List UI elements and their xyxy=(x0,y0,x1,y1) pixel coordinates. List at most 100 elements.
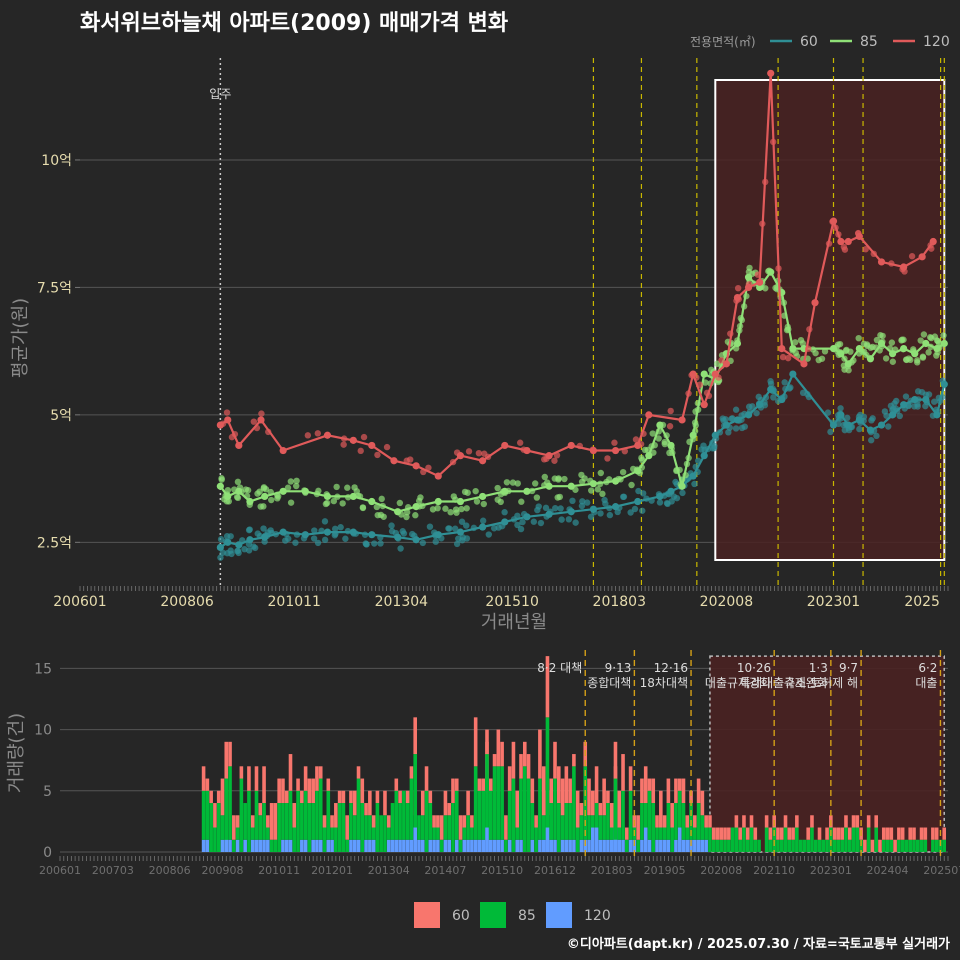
volume-bar-120 xyxy=(428,839,433,852)
volume-bar-60 xyxy=(424,766,429,791)
volume-bar-85 xyxy=(764,827,769,852)
series-85-mean-point xyxy=(689,431,697,439)
series-85-point xyxy=(509,479,517,486)
series-60-point xyxy=(292,539,299,546)
bar-legend-key-85 xyxy=(480,902,506,928)
series-85-point xyxy=(556,493,564,501)
volume-bar-85 xyxy=(919,839,924,852)
volume-bar-60 xyxy=(677,778,682,791)
volume-bar-85 xyxy=(273,839,278,852)
volume-bar-85 xyxy=(651,803,656,852)
volume-bar-60 xyxy=(273,803,278,840)
volume-bar-85 xyxy=(628,790,633,840)
series-85-mean-point xyxy=(656,421,664,429)
volume-bar-120 xyxy=(628,839,633,852)
volume-bar-85 xyxy=(398,803,402,840)
volume-bar-85 xyxy=(556,803,561,852)
series-60-point xyxy=(311,527,318,534)
series-60-point xyxy=(479,517,487,524)
volume-bar-85 xyxy=(912,839,916,852)
series-120-mean-point xyxy=(349,436,357,444)
series-85-mean-point xyxy=(323,492,332,501)
series-85-point xyxy=(812,349,819,357)
series-120-mean-point xyxy=(224,416,232,424)
volume-bar-60 xyxy=(220,778,225,816)
series-60-mean-point xyxy=(667,487,675,495)
series-85-point xyxy=(447,509,454,516)
volume-bar-60 xyxy=(564,766,569,804)
series-120-point xyxy=(516,439,524,446)
bar-x-tick-label: 200601 xyxy=(39,864,81,877)
volume-bar-60 xyxy=(239,766,244,779)
series-60-point xyxy=(569,497,576,505)
series-60-point xyxy=(260,525,267,532)
series-60-mean-point xyxy=(744,411,753,419)
volume-bar-60 xyxy=(496,729,501,767)
series-85-point xyxy=(597,469,605,477)
volume-bar-60 xyxy=(247,766,251,791)
volume-bar-120 xyxy=(568,839,572,852)
series-120-mean-point xyxy=(479,457,487,465)
series-60-point xyxy=(310,535,318,542)
series-120-point xyxy=(475,449,483,457)
volume-bar-60 xyxy=(609,803,614,828)
series-60-mean-point xyxy=(216,543,224,552)
volume-bar-85 xyxy=(791,839,795,852)
series-120-mean-point xyxy=(722,360,730,368)
volume-bar-85 xyxy=(515,827,520,840)
series-60-point xyxy=(250,543,257,550)
highlight-region xyxy=(714,79,946,561)
series-60-mean-point xyxy=(911,395,919,404)
series-85-point xyxy=(561,475,568,483)
x-tick-label: 2025 xyxy=(904,594,940,610)
series-85-mean-point xyxy=(744,273,753,281)
series-120-mean-point xyxy=(900,263,908,271)
series-120-point xyxy=(357,447,364,455)
volume-bar-85 xyxy=(322,827,327,852)
bar-y-tick-label: 10 xyxy=(34,723,52,739)
volume-bar-60 xyxy=(659,790,663,828)
x-tick-label: 202008 xyxy=(700,594,753,610)
volume-bar-60 xyxy=(598,803,603,816)
series-60-mean-point xyxy=(279,528,287,536)
volume-bar-85 xyxy=(417,815,421,840)
volume-peak-bar-85 xyxy=(613,778,618,840)
volume-bar-60 xyxy=(908,827,913,840)
series-85-point xyxy=(429,506,437,513)
series-120-mean-point xyxy=(279,446,287,455)
series-85-mean-point xyxy=(368,497,376,506)
volume-bar-60 xyxy=(662,815,667,828)
volume-bar-60 xyxy=(492,754,497,767)
volume-bar-60 xyxy=(386,815,391,828)
series-85-point xyxy=(287,478,295,485)
series-85-point xyxy=(940,332,947,339)
volume-bar-60 xyxy=(541,766,546,816)
series-60-mean-point xyxy=(922,395,930,404)
volume-bar-120 xyxy=(201,839,206,852)
series-120-mean-point xyxy=(523,446,531,455)
series-120-point xyxy=(604,455,611,462)
volume-bar-60 xyxy=(515,790,520,828)
volume-bar-85 xyxy=(832,839,837,852)
series-120-point xyxy=(383,443,391,451)
series-60-mean-point xyxy=(711,431,719,439)
volume-bar-120 xyxy=(519,839,523,852)
volume-bar-85 xyxy=(307,803,312,852)
volume-bar-60 xyxy=(519,754,523,779)
volume-bar-85 xyxy=(681,803,686,840)
volume-bar-60 xyxy=(572,754,576,767)
volume-bar-60 xyxy=(375,790,380,804)
series-85-point xyxy=(792,339,799,346)
volume-bar-60 xyxy=(334,803,338,828)
y-axis-title: 평균가(원) xyxy=(10,298,31,378)
series-60-point xyxy=(640,490,647,497)
volume-bar-85 xyxy=(243,803,247,840)
volume-bar-120 xyxy=(681,839,686,852)
series-85-point xyxy=(503,479,511,486)
volume-bar-85 xyxy=(375,803,380,852)
volume-bar-120 xyxy=(564,839,569,852)
series-85-point xyxy=(257,503,264,510)
series-60-point xyxy=(552,504,559,512)
volume-bar-60 xyxy=(866,815,871,828)
series-60-point xyxy=(445,525,452,532)
